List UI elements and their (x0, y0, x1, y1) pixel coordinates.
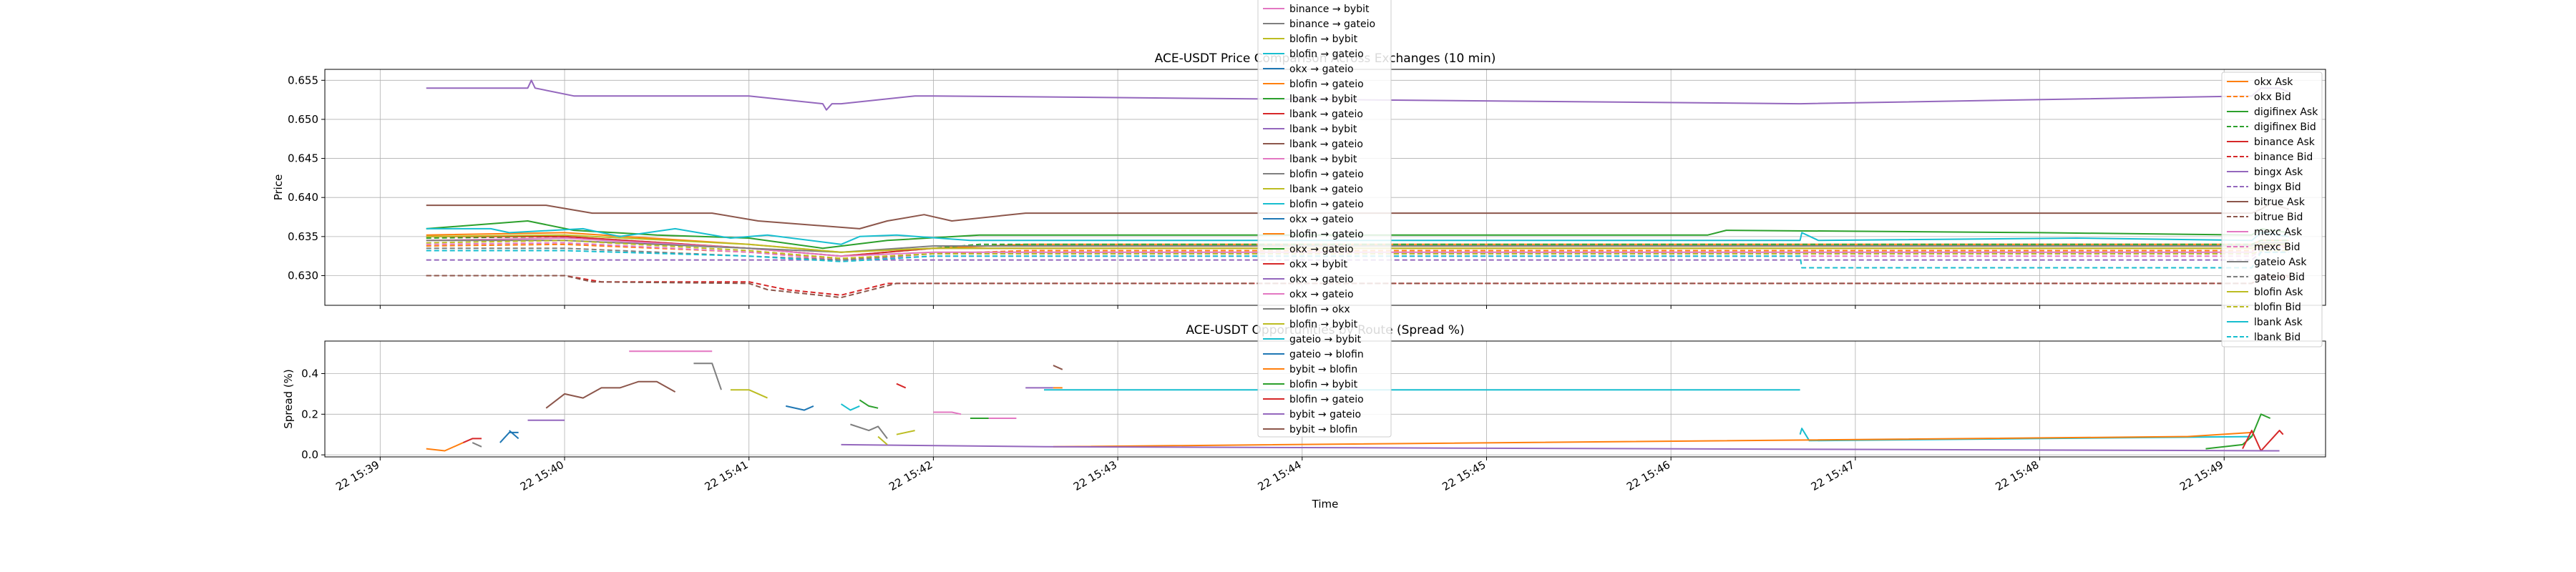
spread-y-axis-label: Spread (%) (282, 369, 295, 429)
spread-legend-label: okx → bybit (1289, 259, 1348, 270)
spread-legend-label: blofin → bybit (1289, 34, 1358, 45)
price-legend-label: okx Ask (2254, 77, 2293, 88)
price-y-tick-label: 0.635 (288, 230, 318, 243)
price-legend-label: okx Bid (2254, 92, 2291, 103)
price-legend-label: bingx Bid (2254, 182, 2301, 193)
price-y-tick-label: 0.630 (288, 269, 318, 282)
spread-legend-label: lbank → bybit (1289, 94, 1357, 105)
spread-series-line-28 (1053, 365, 1063, 370)
spread-legend-label: blofin → bybit (1289, 379, 1358, 390)
price-legend-label: mexc Bid (2254, 242, 2301, 253)
price-y-ticks: 0.630 0.635 0.640 0.645 0.650 0.655 (288, 74, 325, 282)
spread-series-line-17 (462, 438, 482, 444)
spread-series-line-11 (850, 423, 888, 440)
price-y-tick-label: 0.655 (288, 74, 318, 87)
price-legend-label: bitrue Ask (2254, 197, 2306, 208)
price-legend-label: lbank Ask (2254, 317, 2303, 328)
spread-legend-label: gateio → blofin (1289, 349, 1364, 360)
spread-legend-label: lbank → bybit (1289, 124, 1357, 135)
spread-series-line-12 (896, 430, 915, 435)
spread-legend-label: lbank → bybit (1289, 154, 1357, 165)
spread-legend-label: blofin → gateio (1289, 169, 1364, 180)
spread-legend-label: blofin → gateio (1289, 394, 1364, 405)
price-legend-label: blofin Bid (2254, 302, 2301, 313)
spread-legend-label: okx → gateio (1289, 289, 1354, 300)
spread-legend: binance → bybit binance → gateio blofin → … (1257, 0, 1392, 438)
spread-legend-label: binance → bybit (1289, 4, 1370, 15)
price-legend-label: binance Ask (2254, 137, 2316, 148)
spread-legend-label: bybit → gateio (1289, 409, 1361, 420)
price-legend-label: mexc Ask (2254, 227, 2303, 238)
spread-series-line-5 (1053, 431, 2252, 448)
spread-legend-label: bybit → blofin (1289, 364, 1357, 375)
spread-series-line-6 (2205, 413, 2271, 450)
price-y-tick-label: 0.645 (288, 152, 318, 165)
spread-series-line-9 (545, 380, 676, 409)
spread-legend-label: lbank → gateio (1289, 109, 1363, 120)
price-legend-label: binance Bid (2254, 152, 2313, 163)
spread-series-line-13 (840, 403, 860, 411)
spread-legend-label: binance → gateio (1289, 19, 1375, 30)
spread-series-line-14 (499, 431, 519, 443)
spread-legend-label: blofin → gateio (1289, 229, 1364, 240)
spread-y-tick-label: 0.4 (301, 367, 318, 380)
spread-series-line-15 (426, 442, 464, 452)
spread-series-line-20 (472, 442, 482, 448)
spread-series-line-4 (785, 405, 814, 411)
price-y-axis-label: Price (272, 174, 285, 201)
x-axis-label: Time (1312, 498, 1339, 511)
spread-y-tick-label: 0.0 (301, 448, 318, 461)
spread-y-tick-label: 0.2 (301, 408, 318, 420)
spread-series-line-10 (933, 411, 962, 415)
spread-series (426, 350, 2284, 452)
spread-series-line-1 (693, 363, 722, 390)
spread-series-line-2 (730, 389, 768, 399)
spread-legend-label: blofin → okx (1289, 304, 1350, 315)
price-legend-label: gateio Ask (2254, 257, 2307, 268)
price-legend-label: lbank Bid (2254, 332, 2301, 343)
spread-legend-label: gateio → bybit (1289, 334, 1362, 345)
price-legend-label: bingx Ask (2254, 167, 2303, 178)
price-legend-label: bitrue Bid (2254, 212, 2303, 223)
spread-legend-label: okx → gateio (1289, 64, 1354, 75)
spread-series-line-21 (877, 435, 888, 445)
spread-y-ticks: 0.0 0.2 0.4 (301, 367, 325, 461)
spread-legend-label: blofin → gateio (1289, 49, 1364, 60)
spread-legend-box (1257, 0, 1392, 438)
price-legend-label: digifinex Bid (2254, 122, 2316, 133)
spread-legend-label: blofin → gateio (1289, 79, 1364, 90)
spread-series-line-16 (859, 399, 879, 409)
spread-legend-label: blofin → bybit (1289, 319, 1358, 330)
spread-legend-label: okx → gateio (1289, 274, 1354, 285)
spread-series-line-23 (509, 430, 519, 440)
spread-legend-label: blofin → gateio (1289, 199, 1364, 210)
price-y-tick-label: 0.650 (288, 113, 318, 126)
spread-series-line-26 (896, 383, 907, 389)
price-legend-label: digifinex Ask (2254, 107, 2318, 118)
price-legend: okx Ask okx Bid digifinex Ask digifinex Bid… (2221, 72, 2323, 347)
spread-legend-label: lbank → gateio (1289, 139, 1363, 150)
price-series-line-16 (426, 227, 2289, 245)
spread-legend-label: lbank → gateio (1289, 184, 1363, 195)
price-legend-label: gateio Bid (2254, 272, 2305, 283)
price-y-tick-label: 0.640 (288, 191, 318, 204)
spread-legend-label: okx → gateio (1289, 214, 1354, 225)
spread-series-line-8 (841, 443, 2280, 452)
price-legend-label: blofin Ask (2254, 287, 2303, 298)
spread-legend-label: bybit → blofin (1289, 424, 1357, 435)
spread-legend-label: okx → gateio (1289, 244, 1354, 255)
